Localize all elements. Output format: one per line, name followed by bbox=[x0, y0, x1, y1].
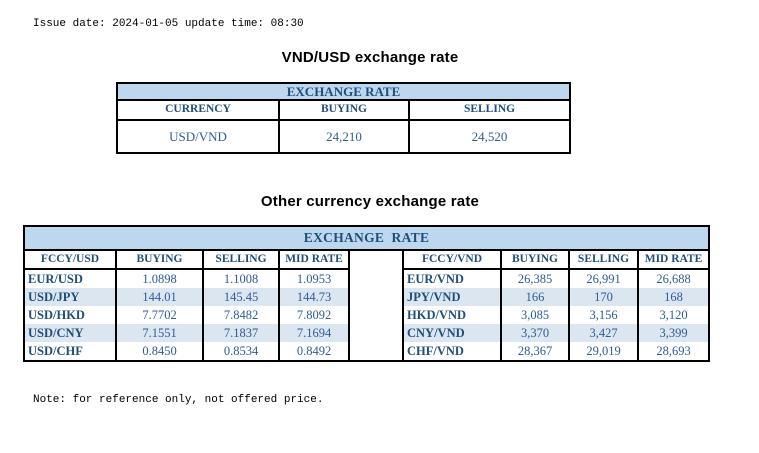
currency-pair-cell: USD/HKD bbox=[23, 306, 117, 324]
currency-pair-cell: JPY/VND bbox=[402, 288, 502, 306]
column-header-selling-vnd: SELLING bbox=[568, 250, 639, 270]
selling-rate-cell: 7.1837 bbox=[202, 324, 280, 342]
currency-pair-cell: USD/JPY bbox=[23, 288, 117, 306]
currency-pair-cell: USD/VND bbox=[116, 120, 280, 153]
selling-rate-cell: 1.1008 bbox=[202, 269, 280, 288]
currency-pair-cell: USD/CHF bbox=[23, 342, 117, 361]
usd-vnd-exchange-table: EXCHANGE RATE CURRENCY BUYING SELLING US… bbox=[115, 82, 572, 154]
buying-rate-cell: 28,367 bbox=[500, 342, 570, 361]
selling-rate-cell: 3,427 bbox=[568, 324, 639, 342]
note-line: Note: for reference only, not offered pr… bbox=[33, 394, 324, 406]
selling-rate-cell: 29,019 bbox=[568, 342, 639, 361]
currency-pair-cell: EUR/USD bbox=[23, 269, 117, 288]
mid-rate-cell: 1.0953 bbox=[278, 269, 350, 288]
mid-rate-cell: 28,693 bbox=[636, 342, 711, 361]
mid-rate-cell: 26,688 bbox=[636, 269, 711, 288]
mid-rate-cell: 3,120 bbox=[636, 306, 711, 324]
column-header-buying-usd: BUYING bbox=[115, 250, 204, 270]
buying-rate-cell: 3,085 bbox=[500, 306, 570, 324]
currency-pair-cell: EUR/VND bbox=[402, 269, 502, 288]
table-row: USD/HKD 7.7702 7.8482 7.8092 HKD/VND 3,0… bbox=[23, 306, 711, 324]
mid-rate-cell: 7.8092 bbox=[278, 306, 350, 324]
column-header-selling: SELLING bbox=[407, 100, 572, 121]
buying-rate-cell: 24,210 bbox=[278, 120, 410, 153]
issue-date-line: Issue date: 2024-01-05 update time: 08:3… bbox=[33, 18, 304, 30]
table-row: USD/CHF 0.8450 0.8534 0.8492 CHF/VND 28,… bbox=[23, 342, 711, 361]
buying-rate-cell: 3,370 bbox=[500, 324, 570, 342]
column-header-buying-vnd: BUYING bbox=[500, 250, 570, 270]
table-row: USD/VND 24,210 24,520 bbox=[116, 120, 572, 153]
table-band-row: EXCHANGE RATE bbox=[22, 226, 711, 251]
column-header-fccy-usd: FCCY/USD bbox=[23, 250, 117, 270]
selling-rate-cell: 7.8482 bbox=[202, 306, 280, 324]
exchange-rate-band: EXCHANGE RATE bbox=[22, 226, 711, 251]
selling-rate-cell: 24,520 bbox=[407, 120, 572, 153]
selling-rate-cell: 145.45 bbox=[202, 288, 280, 306]
table-gap-column bbox=[348, 250, 404, 361]
selling-rate-cell: 0.8534 bbox=[202, 342, 280, 361]
column-header-buying: BUYING bbox=[278, 100, 410, 121]
table-header-row: FCCY/USD BUYING SELLING MID RATE FCCY/VN… bbox=[23, 250, 711, 361]
currency-pair-cell: CHF/VND bbox=[402, 342, 502, 361]
buying-rate-cell: 0.8450 bbox=[115, 342, 204, 361]
exchange-rate-band: EXCHANGE RATE bbox=[115, 83, 572, 101]
mid-rate-cell: 168 bbox=[636, 288, 711, 306]
selling-rate-cell: 170 bbox=[568, 288, 639, 306]
buying-rate-cell: 1.0898 bbox=[115, 269, 204, 288]
buying-rate-cell: 166 bbox=[500, 288, 570, 306]
other-table-title: Other currency exchange rate bbox=[260, 193, 480, 210]
usd-table-title: VND/USD exchange rate bbox=[281, 49, 459, 66]
selling-rate-cell: 3,156 bbox=[568, 306, 639, 324]
column-header-currency: CURRENCY bbox=[116, 100, 280, 121]
mid-rate-cell: 0.8492 bbox=[278, 342, 350, 361]
selling-rate-cell: 26,991 bbox=[568, 269, 639, 288]
mid-rate-cell: 3,399 bbox=[636, 324, 711, 342]
buying-rate-cell: 7.7702 bbox=[115, 306, 204, 324]
other-currency-exchange-table: EXCHANGE RATE FCCY/USD BUYING SELLING MI… bbox=[22, 225, 711, 362]
column-header-fccy-vnd: FCCY/VND bbox=[402, 250, 502, 270]
table-band-row: EXCHANGE RATE bbox=[115, 83, 572, 101]
table-row: USD/JPY 144.01 145.45 144.73 JPY/VND 166… bbox=[23, 288, 711, 306]
column-header-midrate-usd: MID RATE bbox=[278, 250, 350, 270]
table-row: USD/CNY 7.1551 7.1837 7.1694 CNY/VND 3,3… bbox=[23, 324, 711, 342]
column-header-midrate-vnd: MID RATE bbox=[636, 250, 711, 270]
buying-rate-cell: 7.1551 bbox=[115, 324, 204, 342]
column-header-selling-usd: SELLING bbox=[202, 250, 280, 270]
currency-pair-cell: USD/CNY bbox=[23, 324, 117, 342]
mid-rate-cell: 144.73 bbox=[278, 288, 350, 306]
currency-pair-cell: HKD/VND bbox=[402, 306, 502, 324]
table-header-row: CURRENCY BUYING SELLING bbox=[116, 100, 572, 121]
mid-rate-cell: 7.1694 bbox=[278, 324, 350, 342]
currency-pair-cell: CNY/VND bbox=[402, 324, 502, 342]
buying-rate-cell: 144.01 bbox=[115, 288, 204, 306]
buying-rate-cell: 26,385 bbox=[500, 269, 570, 288]
table-row: EUR/USD 1.0898 1.1008 1.0953 EUR/VND 26,… bbox=[23, 269, 711, 288]
